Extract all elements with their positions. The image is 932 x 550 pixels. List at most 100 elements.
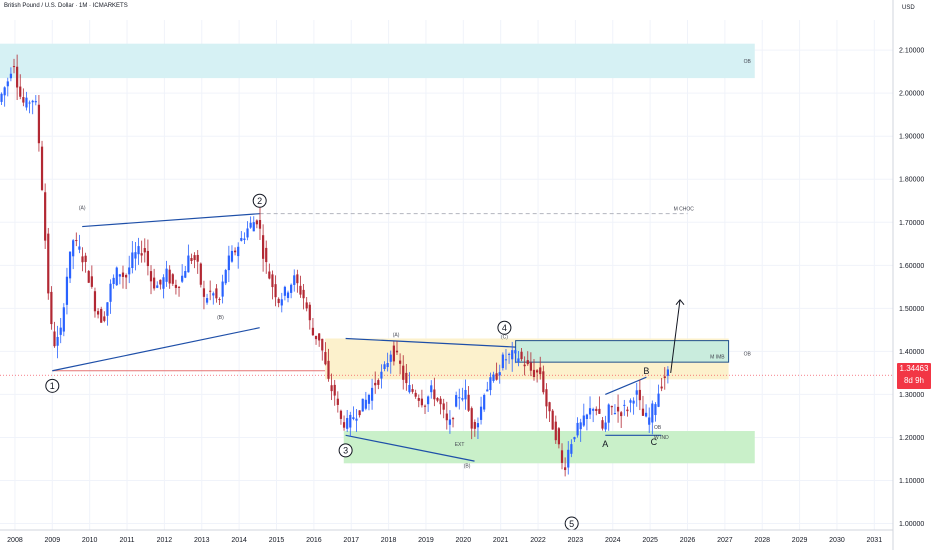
x-tick-label: 2027 — [717, 537, 733, 544]
x-tick-label: 2022 — [530, 537, 546, 544]
candle-body — [37, 104, 41, 144]
x-tick-label: 2009 — [45, 537, 61, 544]
candle-body — [47, 233, 50, 294]
candle-body — [339, 410, 343, 419]
wave-label: 5 — [569, 519, 574, 529]
candle-body — [479, 406, 483, 420]
candle-body — [448, 419, 452, 425]
candle-body — [336, 398, 339, 405]
candle-body — [514, 350, 517, 354]
candle-body — [72, 240, 75, 257]
candle-body — [125, 274, 128, 278]
symbol-header: British Pound / U.S. Dollar · 1M · ICMAR… — [4, 3, 128, 9]
candle-body — [620, 412, 623, 417]
candle-body — [87, 271, 90, 283]
candle-body — [252, 222, 255, 232]
candle-body — [78, 246, 81, 250]
x-tick-label: 2018 — [381, 537, 397, 544]
candle-body — [68, 251, 72, 279]
projection-arrow — [670, 299, 681, 373]
candle-body — [44, 192, 47, 241]
candle-body — [209, 290, 212, 292]
wave-label: 3 — [343, 446, 348, 456]
candle-body — [576, 422, 579, 436]
candle-body — [464, 389, 467, 400]
candle-body — [392, 345, 395, 362]
x-tick-label: 2011 — [120, 537, 135, 544]
candle-body — [517, 358, 520, 362]
candle-body — [16, 66, 19, 88]
wave-label: C — [651, 437, 658, 447]
candle-body — [149, 271, 153, 282]
annotation-label: (C) — [501, 334, 508, 340]
candle-body — [311, 327, 315, 336]
candle-body — [171, 274, 174, 284]
wave-label: 4 — [502, 323, 507, 333]
x-tick-label: 2028 — [754, 537, 770, 544]
candle-body — [243, 238, 246, 240]
candle-body — [31, 100, 34, 103]
x-tick-label: 2021 — [493, 537, 509, 544]
y-tick-label: 2.00000 — [899, 91, 924, 98]
candle-body — [545, 389, 548, 407]
candle-body — [305, 302, 308, 309]
candle-body — [50, 291, 53, 325]
candle-body — [286, 292, 290, 298]
y-tick-label: 1.00000 — [899, 521, 924, 528]
candle-body — [56, 336, 59, 346]
candle-body — [660, 386, 663, 389]
candle-body — [610, 405, 613, 408]
candle-body — [274, 284, 277, 298]
y-tick-label: 1.80000 — [899, 177, 924, 184]
candle-body — [626, 409, 629, 412]
trendlines — [52, 213, 685, 462]
candle-body — [501, 354, 504, 369]
candle-body — [405, 372, 408, 384]
candle-body — [6, 81, 9, 87]
candle-body — [240, 238, 243, 241]
candle-body — [483, 394, 486, 410]
candle-body — [202, 288, 206, 297]
candle-body — [196, 254, 199, 262]
candle-body — [523, 364, 526, 367]
trendline — [82, 213, 260, 228]
candle-body — [641, 408, 645, 416]
candle-body — [93, 291, 97, 312]
trendline — [345, 434, 475, 462]
candle-body — [623, 404, 626, 406]
candle-body — [134, 252, 137, 259]
annotation-label: (B) — [464, 464, 471, 470]
candle-body — [324, 352, 327, 365]
candle-body — [585, 414, 589, 419]
candle-body — [560, 450, 564, 463]
x-tick-label: 2014 — [231, 537, 247, 544]
trendline — [52, 327, 260, 372]
x-tick-label: 2026 — [680, 537, 696, 544]
wave-label: B — [643, 366, 649, 376]
y-tick-label: 1.20000 — [899, 435, 924, 442]
candle-body — [529, 362, 532, 371]
candle-body — [271, 274, 274, 288]
candle-body — [414, 392, 417, 397]
wave-label: 2 — [257, 196, 262, 206]
x-tick-label: 2019 — [418, 537, 434, 544]
candle-body — [451, 418, 455, 420]
candle-body — [417, 398, 420, 401]
y-tick-label: 1.40000 — [899, 349, 924, 356]
candle-body — [131, 252, 134, 269]
candle-body — [290, 284, 293, 293]
annotation-label: OB — [654, 425, 662, 431]
candle-body — [221, 281, 224, 297]
candle-body — [308, 304, 311, 321]
candle-body — [420, 398, 424, 406]
candle-body — [128, 267, 131, 275]
candle-body — [399, 360, 402, 364]
candle-body — [268, 271, 271, 279]
candle-body — [187, 255, 190, 273]
x-tick-label: 2015 — [269, 537, 285, 544]
y-tick-label: 1.70000 — [899, 220, 924, 227]
last-price-tag: 1.34463 8d 9h — [897, 363, 931, 389]
candle-body — [380, 371, 383, 379]
candle-body — [165, 268, 168, 282]
